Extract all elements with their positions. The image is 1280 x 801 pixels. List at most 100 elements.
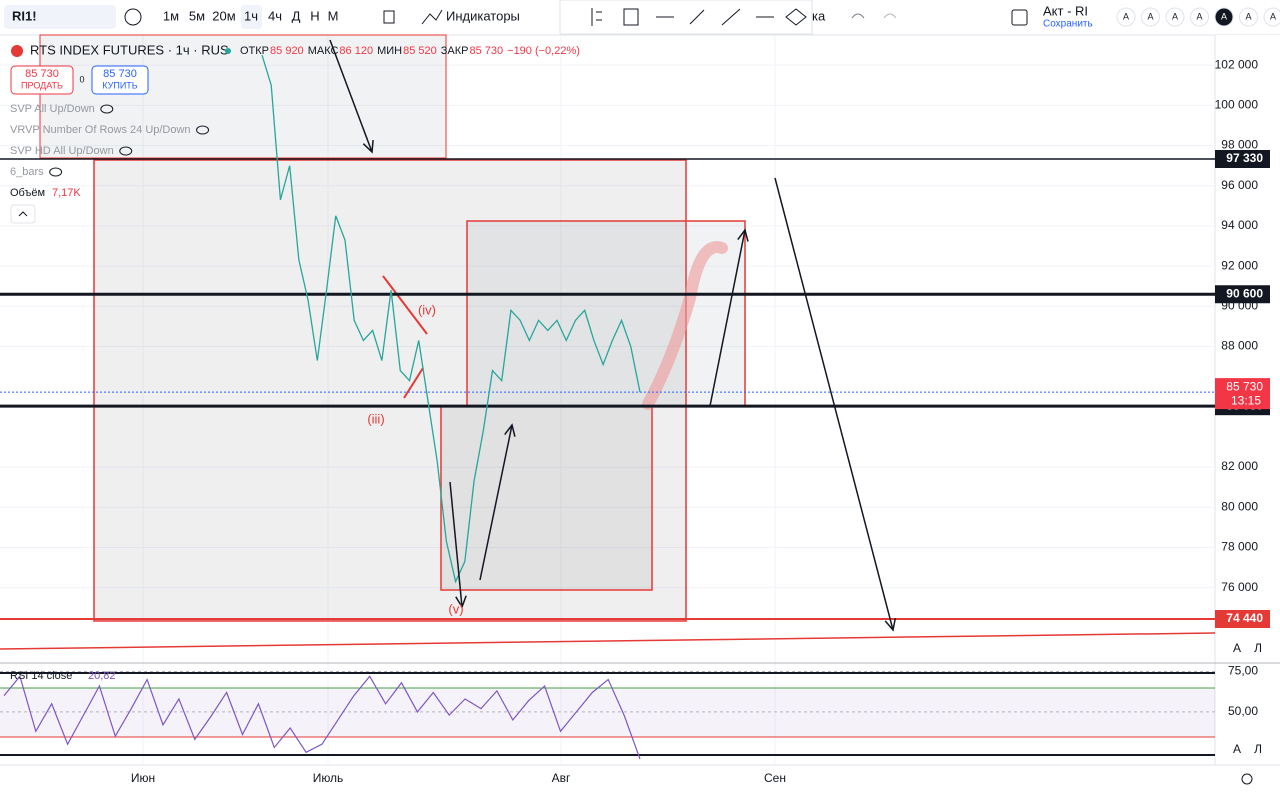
font-button-label[interactable]: A <box>1147 11 1153 21</box>
redo[interactable] <box>883 13 897 19</box>
interval-button[interactable]: 1ч <box>244 8 258 23</box>
time-label: Сен <box>764 771 786 785</box>
box <box>39 34 447 159</box>
interval-button[interactable]: Н <box>310 8 319 23</box>
buy-label[interactable]: КУПИТЬ <box>102 80 137 90</box>
wave-line <box>403 367 424 399</box>
drawing-tools[interactable] <box>591 8 807 26</box>
ohlc-label: ЗАКР <box>441 45 469 57</box>
pane-button[interactable]: A <box>1233 742 1241 756</box>
time-label: Авг <box>552 771 571 785</box>
arrow <box>329 39 373 153</box>
collapse-button[interactable] <box>10 204 36 224</box>
arrow-head <box>737 228 749 242</box>
undo[interactable] <box>851 13 865 19</box>
arrow <box>479 424 513 581</box>
hidden-icon[interactable] <box>49 167 63 177</box>
settings-button[interactable] <box>1241 773 1253 785</box>
collapse-icon[interactable] <box>18 211 28 217</box>
layout-button[interactable] <box>1011 9 1028 26</box>
price-line <box>261 54 641 584</box>
active-interval-bg <box>241 5 262 29</box>
pane-button[interactable]: Л <box>1254 641 1262 655</box>
font-button-label[interactable]: A <box>1221 11 1227 21</box>
pane-button[interactable]: Л <box>1254 742 1262 756</box>
hidden-icon[interactable] <box>119 146 133 156</box>
change: −190 (−0,22%) <box>507 45 580 57</box>
wave-label: (v) <box>448 601 463 616</box>
buy-price[interactable]: 85 730 <box>103 68 137 80</box>
symbol-box[interactable] <box>4 5 116 29</box>
font-button[interactable] <box>1190 7 1209 27</box>
indicator-name[interactable]: 6_bars <box>10 166 44 178</box>
trend-line <box>0 632 1216 650</box>
buy-button[interactable] <box>91 65 149 95</box>
font-button[interactable] <box>1165 7 1185 27</box>
indicators-button[interactable]: Индикаторы <box>446 8 520 23</box>
font-button-label[interactable]: A <box>1172 11 1178 21</box>
indicator-name[interactable]: VRVP Number Of Rows 24 Up/Down <box>10 124 191 136</box>
rsi-title: RSI 14 close <box>10 670 72 682</box>
arrow <box>774 177 894 631</box>
sell-label[interactable]: ПРОДАТЬ <box>21 80 63 90</box>
ohlc-label: МАКС <box>308 45 339 57</box>
indicator-name[interactable]: SVP All Up/Down <box>10 103 95 115</box>
symbol[interactable]: RI1! <box>12 8 37 23</box>
interval-button[interactable]: 1м <box>163 8 179 23</box>
ohlc-value: 86 120 <box>339 45 373 57</box>
price-tick-label: 88 000 <box>1221 339 1258 353</box>
ohlc-value: 85 520 <box>403 45 437 57</box>
toolbar-tail[interactable]: ка <box>812 8 826 23</box>
ohlc-label: ОТКР <box>240 45 269 57</box>
price-tick-label: 82 000 <box>1221 459 1258 473</box>
indicators-icon[interactable] <box>421 9 443 25</box>
wave-line <box>382 275 428 335</box>
interval-button[interactable]: М <box>328 8 339 23</box>
indicator-name[interactable]: SVP HD All Up/Down <box>10 145 114 157</box>
arrow-head <box>362 139 374 154</box>
font-button-label[interactable]: A <box>1270 11 1276 21</box>
volume-value: 7,17K <box>52 187 81 199</box>
level-label: 90 600 <box>1226 286 1263 300</box>
interval-button[interactable]: 20м <box>212 8 235 23</box>
countdown: 13:15 <box>1231 393 1261 407</box>
ohlc-value: 85 730 <box>469 45 503 57</box>
hidden-icon[interactable] <box>196 125 210 135</box>
font-button[interactable] <box>1116 7 1136 27</box>
price-tick-label: 92 000 <box>1221 258 1258 272</box>
interval-button[interactable]: 5м <box>189 8 205 23</box>
ohlc-label: МИН <box>377 45 402 57</box>
font-button-label[interactable]: A <box>1196 11 1202 21</box>
font-button-label[interactable]: A <box>1123 11 1129 21</box>
time-label: Июн <box>131 771 155 785</box>
box <box>93 159 687 622</box>
rsi-band <box>0 688 1215 737</box>
font-button[interactable] <box>1239 7 1258 27</box>
sell-price[interactable]: 85 730 <box>25 68 59 80</box>
arrow-head <box>455 595 467 609</box>
price-tick-label: 94 000 <box>1221 218 1258 232</box>
pane-button[interactable]: A <box>1233 641 1241 655</box>
interval-button[interactable]: Д <box>292 8 301 23</box>
save-button[interactable]: Сохранить <box>1043 19 1093 30</box>
compare-button[interactable] <box>124 8 142 26</box>
arrow-head <box>884 618 897 632</box>
hidden-icon[interactable] <box>100 104 114 114</box>
font-button[interactable] <box>1141 7 1160 27</box>
chart-type-button[interactable] <box>383 10 395 24</box>
interval-button[interactable]: 4ч <box>268 8 282 23</box>
status-dot <box>225 48 231 54</box>
current-price-tag <box>1215 378 1270 410</box>
sell-button[interactable] <box>10 65 74 95</box>
chart-title: RTS INDEX FUTURES · 1ч · RUS <box>30 42 229 57</box>
font-button[interactable] <box>1214 7 1234 27</box>
font-button-label[interactable]: A <box>1245 11 1251 21</box>
price-tick-label: 96 000 <box>1221 178 1258 192</box>
rsi-value: 20,82 <box>88 670 116 682</box>
arrow <box>449 481 463 608</box>
level-label: 97 330 <box>1226 151 1263 165</box>
layout-name[interactable]: Акт - RI <box>1043 3 1088 18</box>
font-button[interactable] <box>1263 7 1280 27</box>
box <box>440 405 653 591</box>
level-tag <box>1215 149 1270 168</box>
